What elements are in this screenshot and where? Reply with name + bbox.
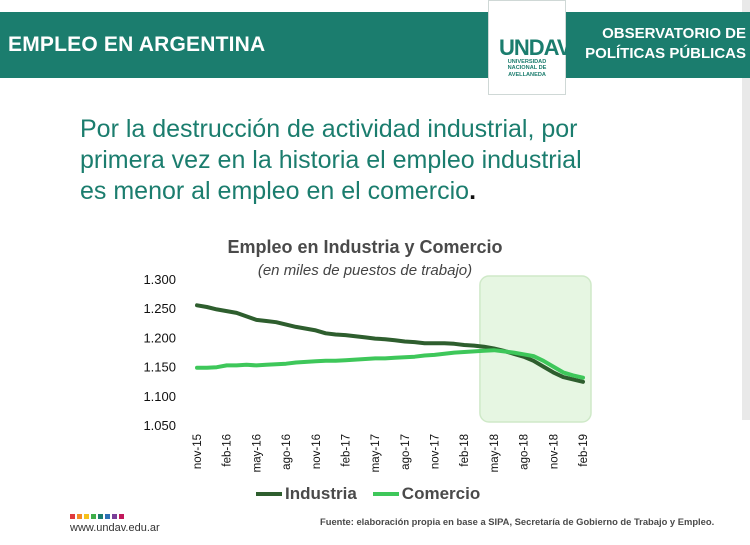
observatory-label-line2: POLÍTICAS PÚBLICAS (585, 45, 746, 62)
x-tick-label: may-16 (251, 434, 263, 472)
headline-line1: Por la destrucción de actividad industri… (80, 115, 578, 143)
logo-mark: UNDAV (499, 35, 572, 60)
y-tick-label: 1.100 (143, 389, 176, 404)
university-logo: UNDAV UNIVERSIDAD NACIONAL DE AVELLANEDA (488, 0, 572, 95)
legend-label-industria: Industria (285, 484, 357, 503)
x-tick-label: ago-18 (519, 434, 531, 470)
x-tick-label: feb-16 (222, 434, 234, 467)
x-tick-label: feb-17 (340, 434, 352, 467)
footer-dot (70, 514, 75, 519)
highlight-region (479, 275, 592, 423)
headline-line2: primera vez en la historia el empleo ind… (80, 146, 582, 174)
x-tick-label: may-17 (370, 434, 382, 472)
footer-source: Fuente: elaboración propia en base a SIP… (320, 516, 715, 527)
header-bar (0, 12, 750, 78)
legend-swatch-comercio (372, 492, 399, 496)
y-tick-label: 1.150 (143, 360, 176, 375)
x-tick-label: nov-15 (192, 434, 204, 469)
logo-caption-line1: UNIVERSIDAD (507, 59, 547, 65)
footer-dot (105, 514, 110, 519)
x-tick-label: ago-17 (400, 434, 412, 470)
x-tick-label: nov-18 (548, 434, 560, 469)
legend-swatch-industria (256, 492, 282, 496)
observatory-label: OBSERVATORIO DE POLÍTICAS PÚBLICAS (576, 24, 746, 64)
footer-dot (84, 514, 89, 519)
footer-dot (98, 514, 103, 519)
logo-caption: UNIVERSIDAD NACIONAL DE AVELLANEDA (495, 59, 559, 78)
y-tick-label: 1.200 (143, 330, 176, 345)
logo-caption-line3: AVELLANEDA (508, 71, 546, 78)
headline-period: . (469, 177, 477, 205)
x-tick-label: ago-16 (281, 434, 293, 470)
footer-dot (91, 514, 96, 519)
y-tick-label: 1.300 (143, 272, 176, 287)
observatory-label-line1: OBSERVATORIO DE (602, 25, 746, 42)
page-edge-strip (742, 0, 750, 420)
footer-dot (112, 514, 117, 519)
footer-dot (77, 514, 82, 519)
y-tick-label: 1.250 (143, 301, 176, 316)
headline-line3-text: es menor al empleo en el comercio (80, 177, 470, 205)
header-title: EMPLEO EN ARGENTINA (8, 33, 266, 56)
legend-item-industria: Industria (256, 484, 357, 504)
legend-label-comercio: Comercio (401, 484, 481, 503)
x-tick-label: nov-16 (311, 434, 323, 469)
x-tick-label: may-18 (489, 434, 501, 472)
footer-color-dots (70, 514, 124, 519)
chart-legend: Industria Comercio (256, 484, 496, 504)
x-tick-label: feb-19 (578, 434, 590, 467)
legend-item-comercio: Comercio (372, 484, 481, 504)
footer-dot (119, 514, 124, 519)
x-tick-label: feb-18 (459, 434, 471, 467)
y-tick-label: 1.050 (143, 418, 176, 433)
headline-line3: es menor al empleo en el comercio. (80, 176, 680, 207)
headline: Por la destrucción de actividad industri… (80, 114, 680, 207)
chart-subtitle: (en miles de puestos de trabajo) (257, 262, 473, 279)
logo-caption-line2: NACIONAL DE (507, 65, 547, 72)
series-line-comercio (195, 348, 585, 380)
x-tick-label: nov-17 (430, 434, 442, 469)
footer-url[interactable]: www.undav.edu.ar (70, 522, 160, 534)
chart-title: Empleo en Industria y Comercio (227, 237, 503, 257)
